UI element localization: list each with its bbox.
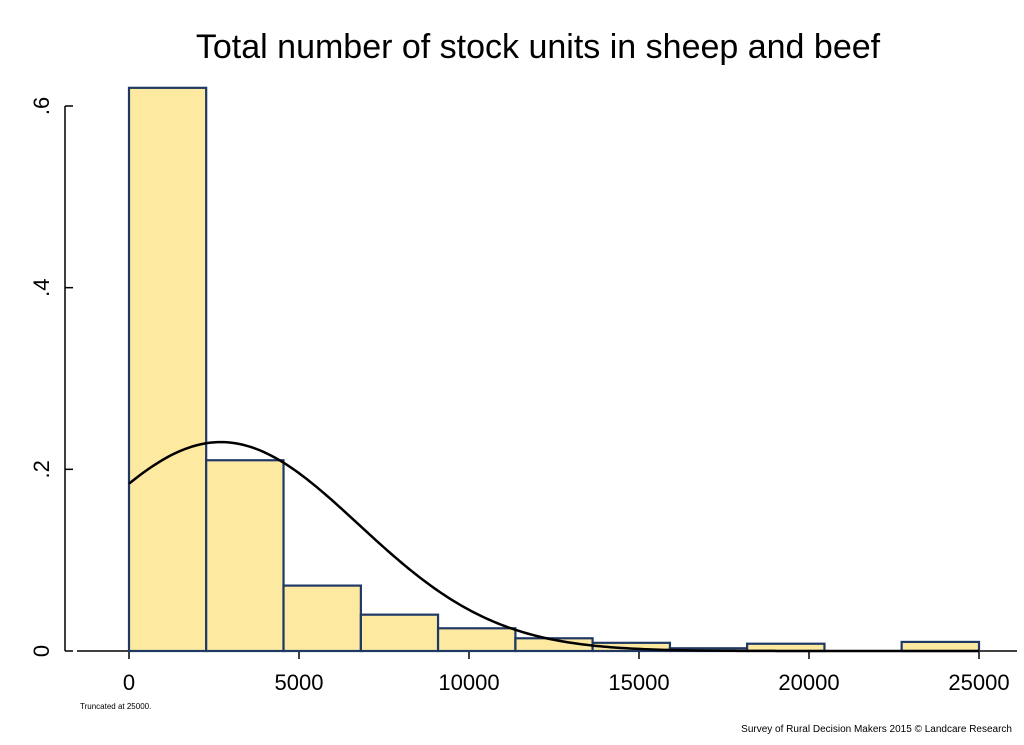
histogram-bar-11	[900, 640, 981, 653]
truncation-note: Truncated at 25000.	[80, 702, 152, 711]
histogram-bar-4	[359, 613, 440, 653]
y-tick-label: .4	[29, 278, 54, 296]
y-axis: 0 .2 .4 .6	[29, 97, 73, 657]
histogram-bar-5	[436, 627, 517, 653]
x-tick-label: 15000	[608, 670, 669, 695]
y-tick-label: .6	[29, 97, 54, 115]
x-tick-label: 25000	[948, 670, 1009, 695]
histogram-bar-2	[205, 459, 285, 653]
normal-density-curve	[128, 440, 979, 653]
y-tick-label: 0	[29, 645, 54, 657]
chart-title: Total number of stock units in sheep and…	[196, 28, 881, 66]
source-credit: Survey of Rural Decision Makers 2015 © L…	[741, 724, 1012, 735]
x-axis: 0 5000 10000 15000 20000 25000	[77, 650, 1017, 695]
histogram-bar-7	[591, 641, 672, 653]
y-tick-label: .2	[29, 460, 54, 478]
histogram-bars	[127, 86, 981, 653]
x-tick-label: 5000	[275, 670, 324, 695]
x-tick-label: 0	[123, 670, 135, 695]
x-tick-label: 20000	[778, 670, 839, 695]
histogram-bar-1	[127, 86, 208, 653]
histogram-bar-3	[282, 584, 362, 653]
x-tick-label: 10000	[438, 670, 499, 695]
